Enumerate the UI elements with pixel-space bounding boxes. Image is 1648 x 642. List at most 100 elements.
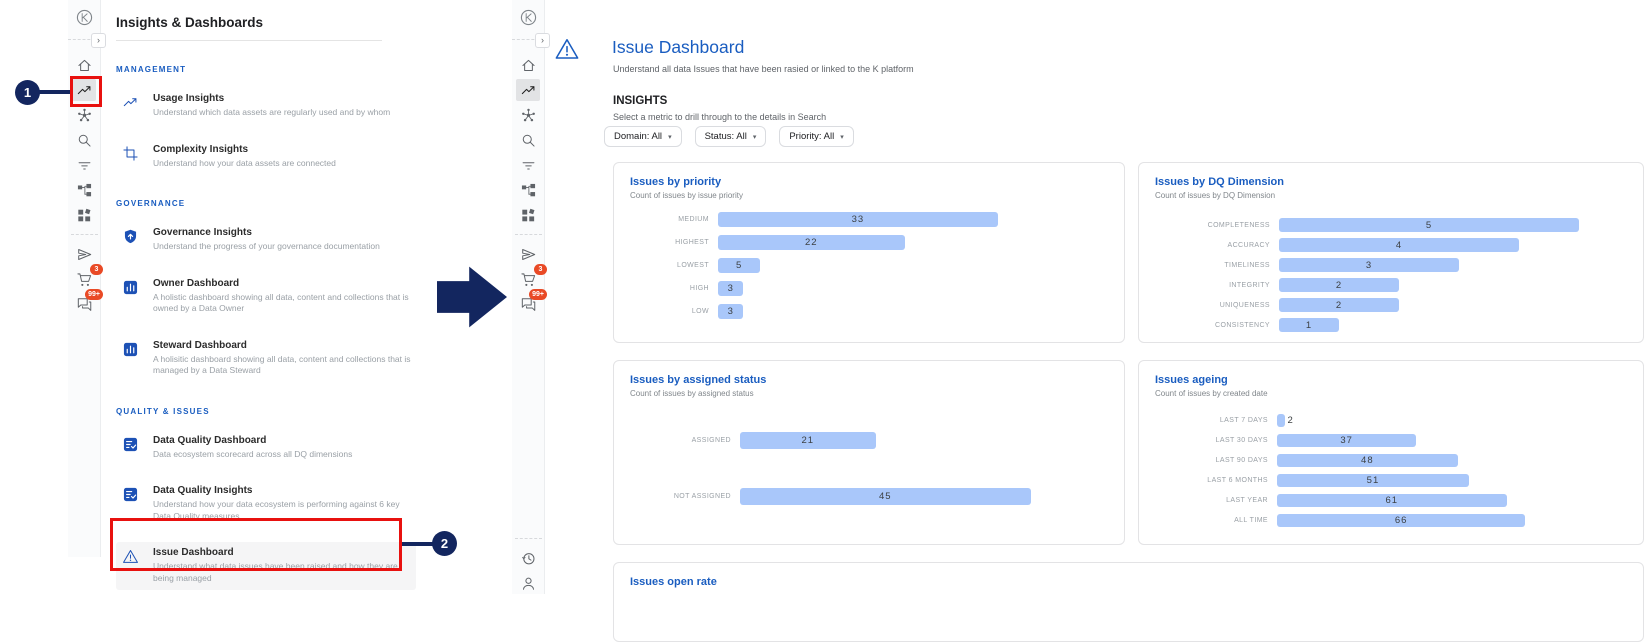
- filter-icon[interactable]: [516, 154, 540, 176]
- hub-icon[interactable]: [516, 104, 540, 126]
- menu-item-owner-dashboard[interactable]: Owner Dashboard A holistic dashboard show…: [116, 273, 416, 321]
- tree-icon[interactable]: [72, 179, 96, 201]
- insights-menu-screen: › 3 99+ Insights & Dashboards MANAGEMENT Us…: [68, 0, 460, 590]
- filter-label: Status: All: [704, 131, 747, 142]
- filter-chip-priority[interactable]: Priority: All ▾: [779, 126, 854, 147]
- menu-item-description: Understand the progress of your governan…: [153, 241, 380, 251]
- filter-chip-domain[interactable]: Domain: All ▾: [604, 126, 682, 147]
- rail-divider: [68, 39, 100, 40]
- page-title: Issue Dashboard: [612, 37, 745, 57]
- chart-row: TIMELINESS 3: [1155, 255, 1627, 275]
- bar-value: 48: [1361, 454, 1374, 466]
- apps-icon[interactable]: [516, 204, 540, 226]
- bar[interactable]: [1277, 413, 1285, 427]
- category-label: LAST 30 DAYS: [1215, 436, 1268, 444]
- chart-title: Issues by priority: [630, 176, 722, 188]
- home-icon[interactable]: [72, 54, 96, 76]
- apps-icon[interactable]: [72, 204, 96, 226]
- chevron-down-icon: ▾: [668, 133, 672, 141]
- k-platform-logo: [516, 6, 540, 28]
- bar[interactable]: 21: [740, 431, 876, 449]
- bar-track: 51: [1277, 473, 1627, 487]
- bar-value: 3: [1365, 259, 1373, 271]
- chat-icon[interactable]: 99+: [72, 289, 103, 315]
- cart-icon[interactable]: 3: [72, 264, 103, 290]
- bar[interactable]: 3: [1279, 258, 1459, 272]
- bar[interactable]: 48: [1277, 453, 1458, 467]
- category-label: COMPLETENESS: [1207, 221, 1270, 229]
- menu-item-description: Understand what data issues have been ra…: [153, 561, 398, 583]
- bar[interactable]: 2: [1279, 278, 1399, 292]
- menu-item-title: Data Quality Dashboard: [153, 434, 267, 446]
- menu-section: QUALITY & ISSUES Data Quality Dashboard Da…: [116, 407, 460, 590]
- menu-item-title: Data Quality Insights: [153, 485, 253, 496]
- bar-value: 5: [1425, 219, 1433, 231]
- chart-row: LAST 30 DAYS 37: [1155, 430, 1627, 450]
- send-icon[interactable]: [72, 243, 96, 265]
- bar[interactable]: 4: [1279, 238, 1519, 252]
- bar[interactable]: 5: [1279, 218, 1579, 232]
- menu-item-title: Complexity Insights: [153, 143, 249, 155]
- checklist-icon: [122, 436, 140, 454]
- bar-value: 2: [1287, 414, 1294, 426]
- tree-icon[interactable]: [516, 179, 540, 201]
- insights-subheading: Select a metric to drill through to the …: [613, 112, 827, 122]
- person-icon[interactable]: [516, 572, 540, 594]
- chart-card-issues-ageing: Issues ageing Count of issues by created…: [1138, 360, 1644, 545]
- chat-icon[interactable]: 99+: [516, 289, 547, 315]
- chart-card-issues-by-priority: Issues by priority Count of issues by is…: [613, 162, 1125, 343]
- expand-rail-button[interactable]: ›: [535, 33, 550, 48]
- expand-rail-button[interactable]: ›: [91, 33, 106, 48]
- category-label: ASSIGNED: [691, 436, 731, 444]
- trending-icon[interactable]: [72, 79, 96, 101]
- home-icon[interactable]: [516, 54, 540, 76]
- menu-item-usage-insights[interactable]: Usage Insights Understand which data asse…: [116, 88, 416, 125]
- menu-item-data-quality-insights[interactable]: Data Quality Insights Understand how your…: [116, 480, 416, 528]
- bar[interactable]: 66: [1277, 513, 1526, 527]
- menu-item-issue-dashboard[interactable]: Issue Dashboard Understand what data issu…: [116, 542, 416, 590]
- panel-title: Insights & Dashboards: [116, 15, 264, 30]
- rail-expand-row: ›: [68, 33, 106, 48]
- bar[interactable]: 22: [718, 235, 905, 250]
- menu-item-title: Owner Dashboard: [153, 277, 240, 289]
- bar[interactable]: 5: [718, 258, 761, 273]
- search-icon[interactable]: [72, 129, 96, 151]
- menu-item-governance-insights[interactable]: Governance Insights Understand the progre…: [116, 222, 416, 259]
- trending-icon[interactable]: [516, 79, 540, 101]
- menu-item-description: Understand how your data ecosystem is pe…: [153, 499, 400, 521]
- chart-row: NOT ASSIGNED 45: [630, 468, 1108, 524]
- chart-card-issues-by-assigned-status: Issues by assigned status Count of issue…: [613, 360, 1125, 545]
- bar[interactable]: 2: [1279, 298, 1399, 312]
- bar[interactable]: 3: [718, 281, 744, 296]
- cart-icon[interactable]: 3: [516, 264, 547, 290]
- filter-icon[interactable]: [72, 154, 96, 176]
- category-label: HIGH: [689, 285, 709, 292]
- menu-item-steward-dashboard[interactable]: Steward Dashboard A holisitic dashboard s…: [116, 335, 416, 383]
- bar-track: 4: [1279, 238, 1627, 252]
- bar[interactable]: 1: [1279, 318, 1339, 332]
- chart-row: LAST 90 DAYS 48: [1155, 450, 1627, 470]
- bar[interactable]: 33: [718, 212, 998, 227]
- send-icon[interactable]: [516, 243, 540, 265]
- bar-track: 33: [718, 212, 1108, 227]
- hub-icon[interactable]: [72, 104, 96, 126]
- rail-divider: [70, 234, 98, 235]
- bar[interactable]: 37: [1277, 433, 1417, 447]
- bar-value: 61: [1385, 494, 1399, 506]
- history-icon[interactable]: [516, 547, 540, 569]
- menu-item-data-quality-dashboard[interactable]: Data Quality Dashboard Data ecosystem sco…: [116, 430, 416, 467]
- filter-chip-status[interactable]: Status: All ▾: [694, 126, 767, 147]
- bar-track: 21: [740, 431, 1108, 449]
- bar-value: 21: [801, 434, 815, 446]
- bar[interactable]: 51: [1277, 473, 1469, 487]
- menu-item-complexity-insights[interactable]: Complexity Insights Understand how your d…: [116, 139, 416, 176]
- filter-label: Domain: All: [614, 131, 663, 142]
- shield-icon: [122, 228, 140, 246]
- bar[interactable]: 45: [740, 487, 1031, 505]
- search-icon[interactable]: [516, 129, 540, 151]
- chart-row: LAST 6 MONTHS 51: [1155, 470, 1627, 490]
- category-label: LOW: [691, 308, 709, 315]
- chart-subtitle: Count of issues by assigned status: [630, 389, 754, 398]
- bar[interactable]: 61: [1277, 493, 1507, 507]
- bar[interactable]: 3: [718, 304, 744, 319]
